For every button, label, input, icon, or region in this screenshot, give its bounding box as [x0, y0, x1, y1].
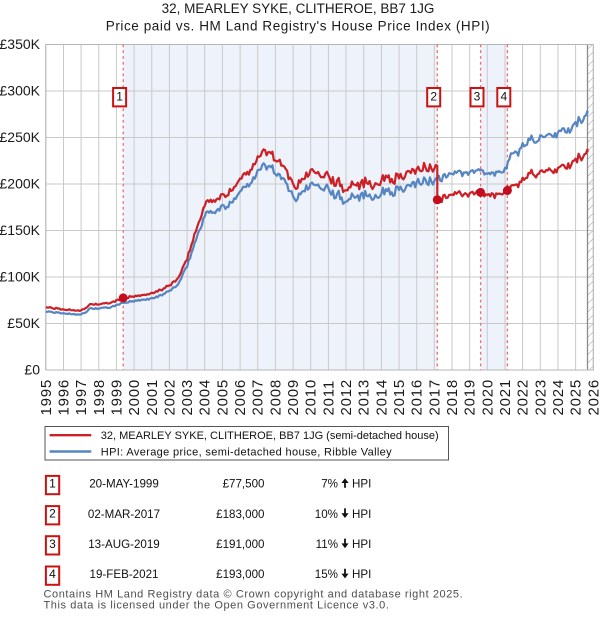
svg-text:£300K: £300K: [0, 83, 41, 99]
svg-text:1995: 1995: [38, 379, 55, 416]
svg-text:2014: 2014: [373, 379, 390, 416]
svg-text:2008: 2008: [267, 379, 284, 416]
svg-text:HPI: HPI: [352, 478, 371, 491]
svg-text:2026: 2026: [585, 379, 600, 416]
svg-text:2: 2: [49, 507, 56, 521]
svg-text:2004: 2004: [197, 379, 214, 416]
svg-text:2019: 2019: [462, 379, 479, 416]
svg-text:HPI: HPI: [352, 538, 371, 551]
svg-text:11%: 11%: [316, 538, 338, 551]
svg-text:1: 1: [49, 476, 56, 490]
svg-text:1996: 1996: [56, 379, 73, 416]
svg-text:2001: 2001: [144, 379, 161, 416]
svg-text:2024: 2024: [550, 379, 567, 416]
svg-text:4: 4: [49, 567, 56, 581]
svg-text:£0: £0: [24, 362, 40, 378]
svg-text:2003: 2003: [179, 379, 196, 416]
svg-text:2009: 2009: [285, 379, 302, 416]
svg-text:2010: 2010: [303, 379, 320, 416]
svg-text:Contains HM Land Registry data: Contains HM Land Registry data © Crown c…: [44, 589, 464, 601]
svg-text:20-MAY-1999: 20-MAY-1999: [89, 478, 159, 491]
svg-text:This data is licensed under th: This data is licensed under the Open Gov…: [44, 599, 390, 611]
svg-text:2015: 2015: [391, 379, 408, 416]
svg-text:£50K: £50K: [7, 315, 40, 331]
svg-text:15%: 15%: [315, 568, 338, 581]
svg-text:1997: 1997: [73, 379, 90, 416]
svg-text:£100K: £100K: [0, 269, 41, 285]
svg-text:2017: 2017: [426, 379, 443, 416]
svg-text:1998: 1998: [91, 379, 108, 416]
svg-text:Price paid vs. HM Land Registr: Price paid vs. HM Land Registry's House …: [106, 19, 491, 34]
svg-text:2000: 2000: [126, 379, 143, 416]
svg-text:HPI: Average price, semi-detac: HPI: Average price, semi-detached house,…: [101, 446, 392, 458]
svg-text:2012: 2012: [338, 379, 355, 416]
svg-text:2020: 2020: [479, 379, 496, 416]
svg-text:£193,000: £193,000: [216, 568, 264, 581]
svg-text:£250K: £250K: [0, 129, 41, 145]
svg-text:HPI: HPI: [352, 568, 371, 581]
svg-text:10%: 10%: [315, 508, 338, 521]
svg-text:02-MAR-2017: 02-MAR-2017: [88, 508, 160, 521]
svg-text:2013: 2013: [356, 379, 373, 416]
svg-text:1999: 1999: [108, 379, 125, 416]
svg-text:2023: 2023: [532, 379, 549, 416]
svg-text:7%: 7%: [321, 478, 338, 491]
svg-text:£191,000: £191,000: [216, 538, 264, 551]
svg-text:2016: 2016: [409, 379, 426, 416]
svg-text:2: 2: [430, 89, 437, 103]
svg-text:£200K: £200K: [0, 176, 41, 192]
svg-text:2022: 2022: [515, 379, 532, 416]
svg-text:2002: 2002: [161, 379, 178, 416]
svg-text:£183,000: £183,000: [216, 508, 264, 521]
svg-text:HPI: HPI: [352, 508, 371, 521]
svg-text:2018: 2018: [444, 379, 461, 416]
svg-text:3: 3: [49, 537, 56, 551]
svg-text:£150K: £150K: [0, 222, 41, 238]
svg-text:19-FEB-2021: 19-FEB-2021: [90, 568, 159, 581]
svg-text:2005: 2005: [214, 379, 231, 416]
svg-text:2011: 2011: [320, 380, 337, 415]
svg-text:2006: 2006: [232, 379, 249, 416]
svg-text:2021: 2021: [497, 379, 514, 416]
svg-text:2007: 2007: [250, 379, 267, 416]
svg-text:£350K: £350K: [0, 36, 41, 52]
svg-text:4: 4: [500, 89, 507, 103]
svg-text:32, MEARLEY SYKE, CLITHEROE, B: 32, MEARLEY SYKE, CLITHEROE, BB7 1JG (se…: [101, 430, 439, 442]
svg-text:3: 3: [474, 89, 481, 103]
svg-text:1: 1: [116, 89, 123, 103]
svg-text:2025: 2025: [568, 379, 585, 416]
svg-text:13-AUG-2019: 13-AUG-2019: [88, 538, 160, 551]
svg-text:32, MEARLEY SYKE, CLITHEROE, B: 32, MEARLEY SYKE, CLITHEROE, BB7 1JG: [162, 1, 435, 16]
svg-text:£77,500: £77,500: [223, 478, 265, 491]
